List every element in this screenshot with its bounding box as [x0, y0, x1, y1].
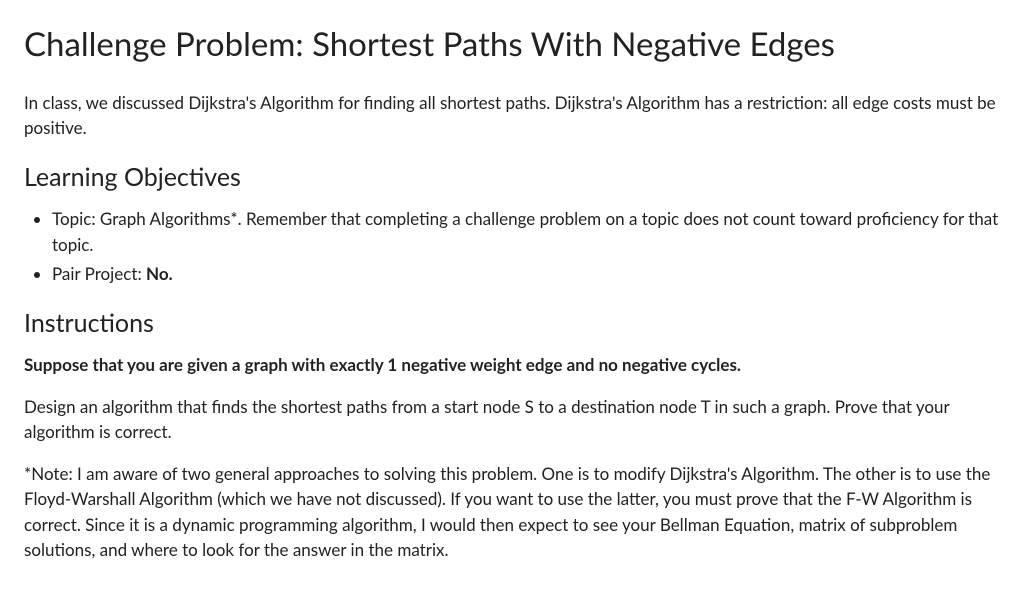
learning-objectives-list: Topic: Graph Algorithms*. Remember that …: [24, 206, 1000, 287]
list-item-bold: No.: [146, 263, 173, 284]
instructions-paragraph-1: Design an algorithm that finds the short…: [24, 394, 1000, 445]
instructions-paragraph-2: *Note: I am aware of two general approac…: [24, 461, 1000, 563]
instructions-heading: Instructions: [24, 305, 1000, 343]
list-item: Pair Project: No.: [52, 261, 1000, 287]
instructions-bold-statement: Suppose that you are given a graph with …: [24, 352, 1000, 378]
list-item-text: Topic: Graph Algorithms*. Remember that …: [52, 208, 998, 255]
learning-objectives-heading: Learning Objectives: [24, 159, 1000, 197]
page-title: Challenge Problem: Shortest Paths With N…: [24, 20, 1000, 70]
intro-paragraph: In class, we discussed Dijkstra's Algori…: [24, 90, 1000, 141]
list-item: Topic: Graph Algorithms*. Remember that …: [52, 206, 1000, 257]
list-item-text: Pair Project:: [52, 263, 146, 284]
